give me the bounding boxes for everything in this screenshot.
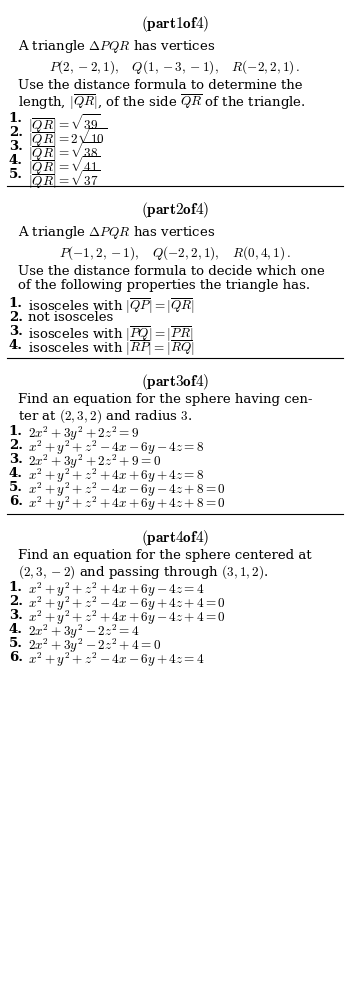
Text: 2.: 2. — [9, 126, 23, 139]
Text: isosceles with $|\overline{PQ}| = |\overline{PR}|$: isosceles with $|\overline{PQ}| = |\over… — [28, 325, 193, 344]
Text: 3.: 3. — [9, 453, 23, 466]
Text: isosceles with $|\overline{RP}| = |\overline{RQ}|$: isosceles with $|\overline{RP}| = |\over… — [28, 339, 195, 358]
Text: $x^2+y^2+z^2-4x-6y+4z+4 = 0$: $x^2+y^2+z^2-4x-6y+4z+4 = 0$ — [28, 595, 226, 614]
Text: $x^2+y^2+z^2+4x+6y-4z = 4$: $x^2+y^2+z^2+4x+6y-4z = 4$ — [28, 581, 205, 600]
Text: $\mathbf{(part 1 of 4)}$: $\mathbf{(part 1 of 4)}$ — [141, 14, 209, 34]
Text: 5.: 5. — [9, 481, 23, 494]
Text: $x^2+y^2+z^2+4x+6y-4z+4 = 0$: $x^2+y^2+z^2+4x+6y-4z+4 = 0$ — [28, 609, 226, 628]
Text: $\mathbf{(part 3 of 4)}$: $\mathbf{(part 3 of 4)}$ — [141, 372, 209, 392]
Text: $P(-1,2,-1),\quad Q(-2,2,1),\quad R(0,4,1)\,.$: $P(-1,2,-1),\quad Q(-2,2,1),\quad R(0,4,… — [59, 244, 291, 261]
Text: $x^2+y^2+z^2+4x+6y+4z = 8$: $x^2+y^2+z^2+4x+6y+4z = 8$ — [28, 467, 204, 485]
Text: $\mathbf{(part 2 of 4)}$: $\mathbf{(part 2 of 4)}$ — [141, 200, 209, 220]
Text: 4.: 4. — [9, 467, 23, 480]
Text: $2x^2+3y^2-2z^2 = 4$: $2x^2+3y^2-2z^2 = 4$ — [28, 623, 140, 642]
Text: $\mathbf{(part 4 of 4)}$: $\mathbf{(part 4 of 4)}$ — [141, 528, 209, 548]
Text: 1.: 1. — [9, 581, 23, 594]
Text: isosceles with $|\overline{QP}| = |\overline{QR}|$: isosceles with $|\overline{QP}| = |\over… — [28, 297, 195, 316]
Text: $2x^2+3y^2+2z^2 = 9$: $2x^2+3y^2+2z^2 = 9$ — [28, 425, 140, 443]
Text: $|\overline{QR}| = 2\sqrt{10}$: $|\overline{QR}| = 2\sqrt{10}$ — [28, 126, 107, 149]
Text: $|\overline{QR}| = \sqrt{39}$: $|\overline{QR}| = \sqrt{39}$ — [28, 112, 101, 135]
Text: $2x^2+3y^2-2z^2+4 = 0$: $2x^2+3y^2-2z^2+4 = 0$ — [28, 637, 161, 656]
Text: $P(2,-2,1),\quad Q(1,-3,-1),\quad R(-2,2,1)\,.$: $P(2,-2,1),\quad Q(1,-3,-1),\quad R(-2,2… — [49, 58, 301, 76]
Text: Find an equation for the sphere having cen-: Find an equation for the sphere having c… — [18, 393, 312, 406]
Text: $|\overline{QR}| = \sqrt{38}$: $|\overline{QR}| = \sqrt{38}$ — [28, 140, 101, 163]
Text: not isosceles: not isosceles — [28, 311, 113, 324]
Text: $x^2+y^2+z^2-4x-6y+4z = 4$: $x^2+y^2+z^2-4x-6y+4z = 4$ — [28, 651, 205, 670]
Text: $2x^2+3y^2+2z^2+9 = 0$: $2x^2+3y^2+2z^2+9 = 0$ — [28, 453, 161, 471]
Text: $x^2+y^2+z^2-4x-6y-4z+8 = 0$: $x^2+y^2+z^2-4x-6y-4z+8 = 0$ — [28, 481, 226, 499]
Text: 4.: 4. — [9, 339, 23, 352]
Text: A triangle $\Delta PQR$ has vertices: A triangle $\Delta PQR$ has vertices — [18, 38, 215, 55]
Text: 4.: 4. — [9, 623, 23, 636]
Text: A triangle $\Delta PQR$ has vertices: A triangle $\Delta PQR$ has vertices — [18, 224, 215, 241]
Text: length, $|\overline{QR}|$, of the side $\overline{QR}$ of the triangle.: length, $|\overline{QR}|$, of the side $… — [18, 93, 305, 112]
Text: $x^2+y^2+z^2+4x+6y+4z+8 = 0$: $x^2+y^2+z^2+4x+6y+4z+8 = 0$ — [28, 495, 226, 513]
Text: 2.: 2. — [9, 311, 23, 324]
Text: 5.: 5. — [9, 168, 23, 181]
Text: 1.: 1. — [9, 112, 23, 125]
Text: Use the distance formula to determine the: Use the distance formula to determine th… — [18, 79, 302, 92]
Text: $(2,3,-2)$ and passing through $(3,1,2)$.: $(2,3,-2)$ and passing through $(3,1,2)$… — [18, 563, 268, 581]
Text: 2.: 2. — [9, 439, 23, 452]
Text: 6.: 6. — [9, 651, 23, 664]
Text: Use the distance formula to decide which one: Use the distance formula to decide which… — [18, 265, 324, 278]
Text: 6.: 6. — [9, 495, 23, 508]
Text: 3.: 3. — [9, 325, 23, 338]
Text: 4.: 4. — [9, 154, 23, 167]
Text: $|\overline{QR}| = \sqrt{41}$: $|\overline{QR}| = \sqrt{41}$ — [28, 154, 101, 177]
Text: 1.: 1. — [9, 297, 23, 310]
Text: $|\overline{QR}| = \sqrt{37}$: $|\overline{QR}| = \sqrt{37}$ — [28, 168, 101, 191]
Text: ter at $(2,3,2)$ and radius $3$.: ter at $(2,3,2)$ and radius $3$. — [18, 407, 192, 425]
Text: Find an equation for the sphere centered at: Find an equation for the sphere centered… — [18, 549, 311, 562]
Text: 1.: 1. — [9, 425, 23, 438]
Text: 3.: 3. — [9, 140, 23, 153]
Text: 3.: 3. — [9, 609, 23, 622]
Text: 5.: 5. — [9, 637, 23, 650]
Text: of the following properties the triangle has.: of the following properties the triangle… — [18, 279, 310, 292]
Text: 2.: 2. — [9, 595, 23, 608]
Text: $x^2+y^2+z^2-4x-6y-4z = 8$: $x^2+y^2+z^2-4x-6y-4z = 8$ — [28, 439, 204, 457]
